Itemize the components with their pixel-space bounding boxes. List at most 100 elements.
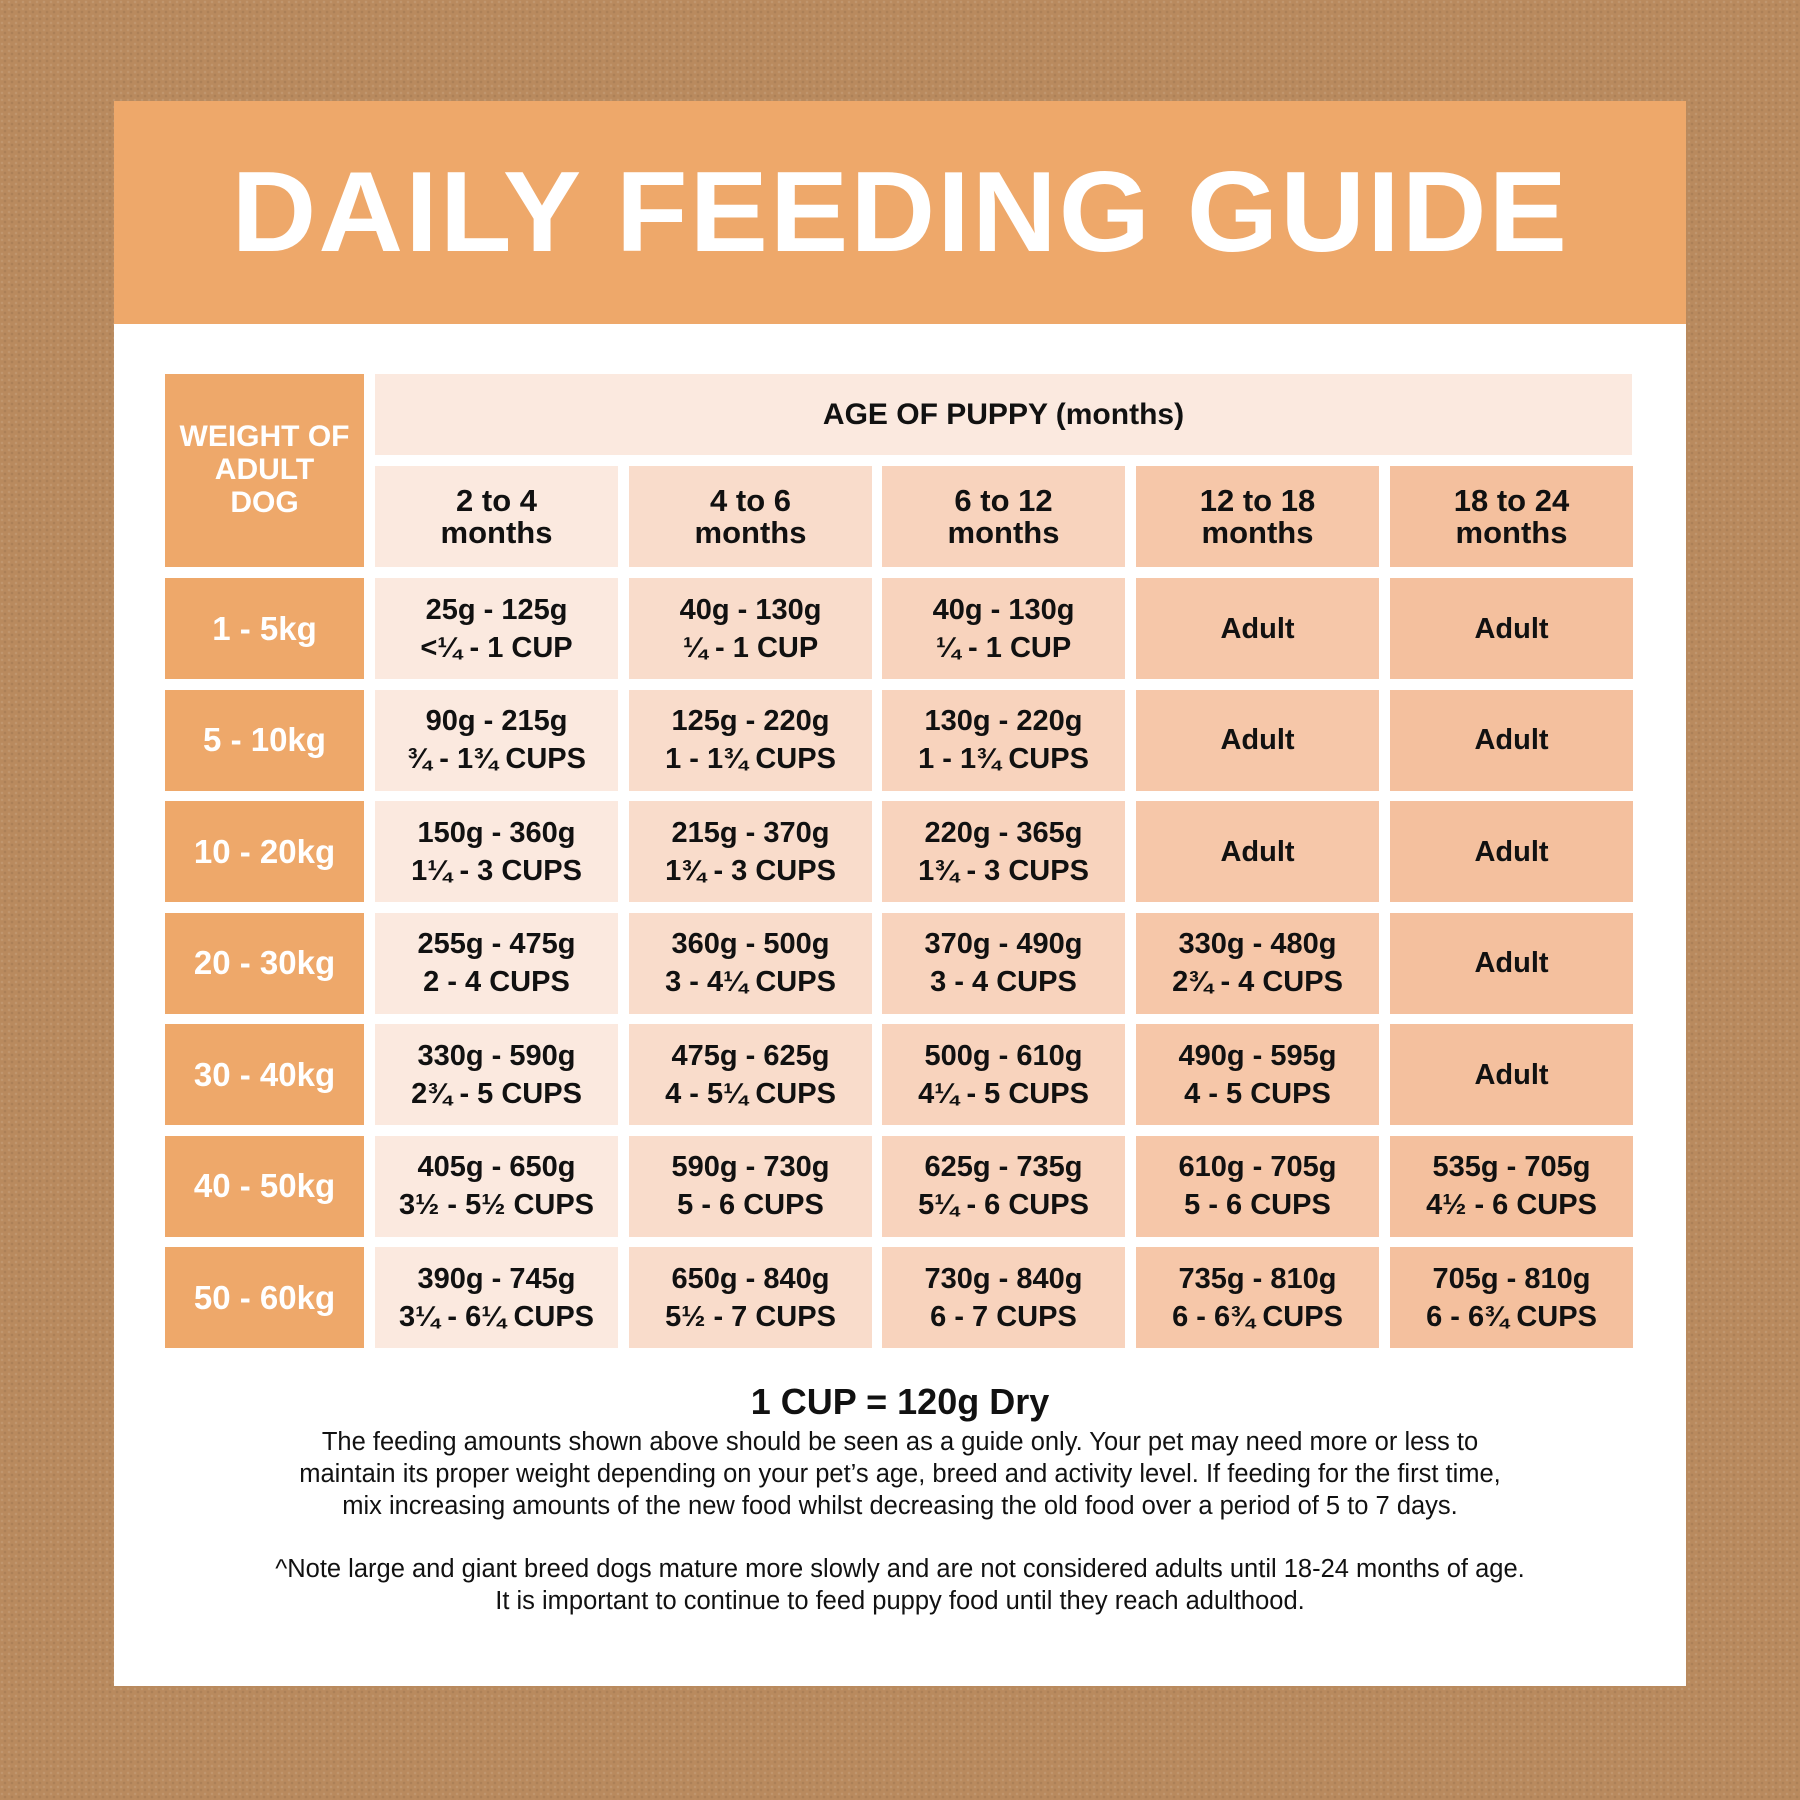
cell-text: Adult: [1474, 947, 1549, 979]
cell-text: 535g - 705g: [1432, 1151, 1591, 1183]
cell-text: 3 - 4¼ CUPS: [665, 966, 836, 998]
weight-header: WEIGHT OF ADULT DOG: [165, 374, 364, 567]
large-breed-note-line: ^Note large and giant breed dogs mature …: [275, 1555, 1525, 1583]
cell-text: 40 - 50kg: [193, 1167, 336, 1204]
cell-text: Adult: [1474, 1058, 1549, 1091]
weight-cell: 50 - 60kg: [165, 1247, 364, 1348]
guide-note: The feeding amounts shown above should b…: [114, 1426, 1686, 1522]
cell-text: months: [1455, 514, 1568, 550]
cell-text: 405g - 650g: [417, 1151, 576, 1183]
weight-cell: 1 - 5kg: [165, 578, 364, 679]
cell-text: 5 - 6 CUPS: [677, 1189, 824, 1221]
cell-text: 5¼ - 6 CUPS: [918, 1189, 1089, 1221]
feeding-amount-cell: 40g - 130g ¼ - 1 CUP: [629, 578, 872, 679]
weight-cell: 5 - 10kg: [165, 689, 364, 791]
cell-text: 1 - 1¾ CUPS: [918, 743, 1089, 775]
cell-text: 2¾ - 4 CUPS: [1172, 966, 1343, 998]
cell-text: Adult: [1220, 612, 1295, 645]
feeding-amount-cell: 330g - 480g 2¾ - 4 CUPS: [1136, 912, 1379, 1014]
guide-note-line: The feeding amounts shown above should b…: [321, 1428, 1479, 1456]
feeding-amount-cell: 610g - 705g 5 - 6 CUPS: [1136, 1135, 1379, 1237]
adult-cell: Adult: [1136, 689, 1379, 791]
weight-cell: 20 - 30kg: [165, 912, 364, 1014]
feeding-amount-cell: 650g - 840g 5½ - 7 CUPS: [629, 1247, 872, 1348]
feeding-amount-cell: 370g - 490g 3 - 4 CUPS: [882, 912, 1125, 1014]
cell-text: 330g - 480g: [1178, 928, 1337, 960]
cell-text: 5½ - 7 CUPS: [665, 1300, 836, 1333]
column-header-4: 18 to 24 months: [1390, 466, 1633, 567]
cell-text: 475g - 625g: [671, 1039, 830, 1072]
feeding-amount-cell: 220g - 365g 1¾ - 3 CUPS: [882, 801, 1125, 902]
cell-text: 130g - 220g: [924, 705, 1083, 737]
adult-cell: Adult: [1390, 1024, 1633, 1125]
cell-text: 5 - 10kg: [203, 721, 326, 758]
cell-text: 650g - 840g: [671, 1262, 830, 1295]
column-header-0: 2 to 4 months: [375, 466, 618, 567]
cell-text: 50 - 60kg: [193, 1278, 336, 1316]
feeding-amount-cell: 330g - 590g 2¾ - 5 CUPS: [375, 1024, 618, 1125]
feeding-amount-cell: 535g - 705g 4½ - 6 CUPS: [1390, 1135, 1633, 1237]
guide-note-line: maintain its proper weight depending on …: [299, 1460, 1501, 1488]
cell-text: 215g - 370g: [671, 816, 830, 849]
feeding-amount-cell: 390g - 745g 3¼ - 6¼ CUPS: [375, 1247, 618, 1348]
cell-text: 1¾ - 3 CUPS: [918, 854, 1089, 887]
feeding-amount-cell: 90g - 215g ¾ - 1¾ CUPS: [375, 689, 618, 791]
weight-cell: 40 - 50kg: [165, 1135, 364, 1237]
cell-text: 1 - 5kg: [212, 609, 317, 647]
feeding-guide-panel: DAILY FEEDING GUIDE WEIGHT OF ADULT DOG A…: [114, 101, 1686, 1686]
title-banner: DAILY FEEDING GUIDE: [114, 101, 1686, 324]
cell-text: Adult: [1474, 835, 1549, 868]
feeding-amount-cell: 215g - 370g 1¾ - 3 CUPS: [629, 801, 872, 902]
cell-text: 90g - 215g: [425, 705, 568, 737]
cell-text: 1¼ - 3 CUPS: [411, 854, 582, 887]
feeding-amount-cell: 730g - 840g 6 - 7 CUPS: [882, 1247, 1125, 1348]
cell-text: 705g - 810g: [1432, 1262, 1591, 1295]
cell-text: 3½ - 5½ CUPS: [398, 1189, 595, 1221]
cell-text: 390g - 745g: [417, 1262, 576, 1295]
cell-text: 590g - 730g: [671, 1151, 830, 1183]
weight-cell: 10 - 20kg: [165, 801, 364, 902]
cell-text: 25g - 125g: [425, 593, 568, 626]
adult-cell: Adult: [1390, 912, 1633, 1014]
cell-text: Adult: [1220, 724, 1295, 756]
feeding-amount-cell: 590g - 730g 5 - 6 CUPS: [629, 1135, 872, 1237]
cell-text: months: [947, 514, 1060, 550]
cell-text: 5 - 6 CUPS: [1184, 1189, 1331, 1221]
cell-text: 610g - 705g: [1178, 1151, 1337, 1183]
cell-text: 40g - 130g: [679, 593, 822, 626]
cell-text: 255g - 475g: [417, 928, 576, 960]
feeding-amount-cell: 405g - 650g 3½ - 5½ CUPS: [375, 1135, 618, 1237]
cell-text: 20 - 30kg: [193, 944, 336, 981]
cell-text: 4 - 5 CUPS: [1184, 1077, 1331, 1110]
cell-text: 6 - 6¾ CUPS: [1172, 1300, 1343, 1333]
cell-text: 735g - 810g: [1178, 1262, 1337, 1295]
cell-text: 4 to 6: [710, 482, 791, 518]
weight-cell: 30 - 40kg: [165, 1024, 364, 1125]
cell-text: <¼ - 1 CUP: [420, 631, 573, 664]
cell-text: AGE OF PUPPY (months): [822, 397, 1185, 431]
feeding-amount-cell: 490g - 595g 4 - 5 CUPS: [1136, 1024, 1379, 1125]
feeding-amount-cell: 475g - 625g 4 - 5¼ CUPS: [629, 1024, 872, 1125]
cell-text: 4 - 5¼ CUPS: [665, 1077, 836, 1110]
cell-text: 4¼ - 5 CUPS: [918, 1077, 1089, 1110]
cell-text: 40g - 130g: [932, 593, 1075, 626]
cell-text: 150g - 360g: [417, 816, 576, 849]
cell-text: 12 to 18: [1199, 482, 1316, 518]
cell-text: 1 - 1¾ CUPS: [665, 743, 836, 775]
cell-text: 360g - 500g: [671, 928, 830, 960]
large-breed-note-line: It is important to continue to feed pupp…: [495, 1587, 1305, 1615]
feeding-amount-cell: 40g - 130g ¼ - 1 CUP: [882, 578, 1125, 679]
cup-equivalence: 1 CUP = 120g Dry: [750, 1381, 1050, 1422]
cell-text: Adult: [1474, 612, 1549, 645]
cell-text: 18 to 24: [1453, 482, 1570, 518]
cell-text: 730g - 840g: [924, 1262, 1083, 1295]
cell-text: months: [694, 514, 807, 550]
adult-cell: Adult: [1390, 801, 1633, 902]
cell-text: ¼ - 1 CUP: [682, 631, 819, 664]
feeding-amount-cell: 360g - 500g 3 - 4¼ CUPS: [629, 912, 872, 1014]
column-header-3: 12 to 18 months: [1136, 466, 1379, 567]
guide-note-line: mix increasing amounts of the new food w…: [342, 1492, 1458, 1520]
cell-text: 490g - 595g: [1178, 1039, 1337, 1072]
cell-text: 330g - 590g: [417, 1039, 576, 1072]
cell-text: 6 to 12: [954, 482, 1053, 518]
